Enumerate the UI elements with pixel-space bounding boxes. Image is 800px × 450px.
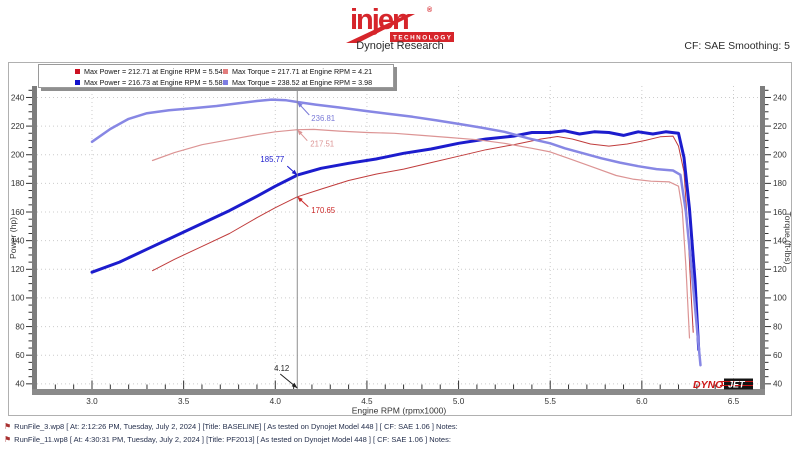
rpm-tick-label: 3.5 [178, 397, 190, 406]
rpm-tick-label: 6.0 [636, 397, 648, 406]
annotation-arrowhead-icon [297, 129, 303, 136]
run-file-text: RunFile_3.wp8 [ At: 2:12:26 PM, Tuesday,… [14, 422, 458, 431]
dynojet-watermark-dyno: DYNO [693, 379, 723, 391]
power-tick-label: 40 [15, 380, 25, 389]
annotation-arrowhead-icon [291, 382, 298, 388]
rpm-tick-label: 4.0 [270, 397, 282, 406]
power-tick-label: 60 [15, 351, 25, 360]
legend-label: Max Power = 212.71 at Engine RPM = 5.54 [84, 67, 223, 76]
legend-item: Max Torque = 238.52 at Engine RPM = 3.98 [223, 77, 393, 88]
legend-swatch-icon [75, 69, 80, 74]
legend-label: Max Torque = 217.71 at Engine RPM = 4.21 [232, 67, 373, 76]
power-tick-label: 180 [11, 179, 25, 188]
torque-tick-label: 180 [773, 179, 787, 188]
legend-label: Max Torque = 238.52 at Engine RPM = 3.98 [232, 78, 373, 87]
legend: Max Power = 212.71 at Engine RPM = 5.54 M… [38, 64, 394, 88]
rpm-tick-label: 4.5 [361, 397, 373, 406]
power-tick-label: 140 [11, 236, 25, 245]
legend-label: Max Power = 216.73 at Engine RPM = 5.58 [84, 78, 223, 87]
torque-tick-label: 60 [773, 351, 783, 360]
torque-tick-label: 220 [773, 122, 787, 131]
brand-swoosh-icon [346, 14, 415, 43]
legend-swatch-icon [75, 80, 80, 85]
injen-logo: injen ® TECHNOLOGY [346, 4, 454, 43]
power-tick-label: 240 [11, 93, 25, 102]
cursor-readout-170.65: 170.65 [311, 206, 336, 215]
dynojet-watermark-jet: JET [728, 380, 746, 390]
torque-tick-label: 40 [773, 380, 783, 389]
power-tick-label: 120 [11, 265, 25, 274]
run-file-info: ⚑ RunFile_11.wp8 [ At: 4:30:31 PM, Tuesda… [4, 433, 458, 446]
series-pf2013-torque [90, 98, 702, 367]
cursor-readout-236.81: 236.81 [311, 114, 335, 123]
run-info-footer: ⚑ RunFile_3.wp8 [ At: 2:12:26 PM, Tuesday… [4, 420, 458, 446]
cursor-readout-4.12: 4.12 [274, 364, 289, 373]
power-tick-label: 160 [11, 208, 25, 217]
power-tick-label: 220 [11, 122, 25, 131]
rpm-tick-label: 6.5 [728, 397, 740, 406]
rpm-tick-label: 3.0 [86, 397, 98, 406]
brand-wordmark: injen [350, 4, 408, 36]
chart-frame: 40 40 60 60 80 80 100 100 120 120 140 140 160 160 180 1… [8, 62, 792, 416]
torque-tick-label: 80 [773, 322, 783, 331]
torque-tick-label: 160 [773, 208, 787, 217]
annotation-arrowhead-icon [297, 196, 303, 203]
left-axis-title: Power (hp) [9, 217, 18, 259]
torque-tick-label: 240 [773, 93, 787, 102]
run-file-text: RunFile_11.wp8 [ At: 4:30:31 PM, Tuesday… [14, 435, 451, 444]
cursor-readout-185.77: 185.77 [260, 155, 284, 164]
x-axis-title: Engine RPM (rpmx1000) [352, 406, 447, 416]
series-baseline-torque [151, 128, 691, 339]
power-axis-bar [32, 86, 37, 389]
brand-sub-bar [390, 32, 454, 42]
rpm-axis-bar [32, 389, 765, 395]
torque-tick-label: 100 [773, 294, 787, 303]
rpm-tick-label: 5.5 [545, 397, 557, 406]
power-tick-label: 200 [11, 151, 25, 160]
rpm-tick-label: 5.0 [453, 397, 465, 406]
cursor-readout-217.51: 217.51 [310, 140, 334, 149]
annotation-arrowhead-icon [291, 169, 298, 176]
legend-swatch-icon [223, 69, 228, 74]
torque-tick-label: 140 [773, 236, 787, 245]
legend-item: Max Power = 216.73 at Engine RPM = 5.58 [75, 77, 223, 88]
series-pf2013-power [90, 129, 701, 351]
torque-tick-label: 120 [773, 265, 787, 274]
right-axis-title: Torque (ft-lbs) [783, 211, 791, 264]
legend-item: Max Power = 212.71 at Engine RPM = 5.54 [75, 66, 223, 77]
report-title: Dynojet Research [356, 40, 444, 52]
legend-item: Max Torque = 217.71 at Engine RPM = 4.21 [223, 66, 393, 77]
dynojet-watermark-box [724, 378, 753, 390]
smoothing-setting: CF: SAE Smoothing: 5 [684, 40, 790, 52]
series-baseline-power [152, 135, 694, 333]
torque-tick-label: 200 [773, 151, 787, 160]
run-file-info: ⚑ RunFile_3.wp8 [ At: 2:12:26 PM, Tuesday… [4, 420, 458, 433]
power-tick-label: 100 [11, 294, 25, 303]
power-tick-label: 80 [15, 322, 25, 331]
torque-axis-bar [760, 86, 765, 389]
annotation-arrowhead-icon [297, 102, 303, 108]
dyno-chart: 40 40 60 60 80 80 100 100 120 120 140 140 160 160 180 1… [9, 86, 791, 416]
legend-swatch-icon [223, 80, 228, 85]
run-flag-icon: ⚑ [4, 421, 12, 431]
registered-mark-icon: ® [427, 6, 433, 14]
run-flag-icon: ⚑ [4, 434, 12, 444]
brand-subtitle: TECHNOLOGY [393, 35, 452, 42]
